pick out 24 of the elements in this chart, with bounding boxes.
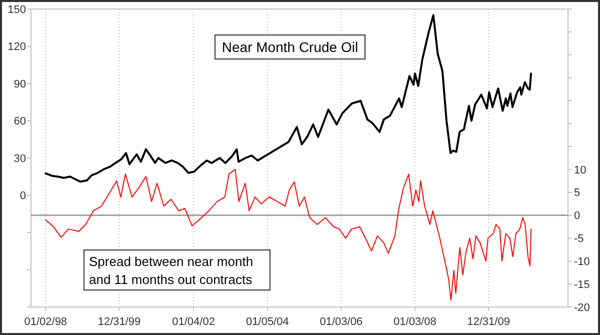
y-tick-label: 30	[14, 152, 26, 165]
y-tick-label: 150	[8, 4, 26, 16]
x-tick-label: 12/31/09	[467, 316, 510, 328]
y2-tick-label: 0	[574, 210, 580, 222]
line-series	[45, 168, 532, 301]
x-tick-label: 01/03/06	[320, 316, 363, 328]
y-tick-label: 120	[8, 41, 26, 54]
y2-tick-label: 10	[574, 164, 586, 176]
y2-tick-label: -15	[574, 278, 590, 291]
x-tick-label: 01/03/08	[394, 316, 436, 328]
y-tick-label: 0	[20, 190, 26, 202]
y2-tick-label: -20	[574, 302, 590, 314]
y2-tick-label: -10	[574, 256, 590, 268]
y2-tick-label: -5	[574, 233, 584, 246]
x-tick-label: 01/04/02	[172, 316, 215, 328]
y-tick-label: 90	[14, 78, 26, 90]
line-series	[44, 14, 532, 183]
x-tick-label: 12/31/99	[98, 316, 141, 328]
y-tick-label: 60	[14, 116, 26, 128]
x-tick-label: 01/02/98	[24, 316, 68, 328]
y2-tick-label: 5	[574, 187, 580, 200]
text: Near Month Crude Oil	[222, 39, 358, 55]
x-tick-label: 01/05/04	[246, 316, 289, 328]
annotation: Spread between near month and 11 months out contracts	[89, 254, 254, 287]
